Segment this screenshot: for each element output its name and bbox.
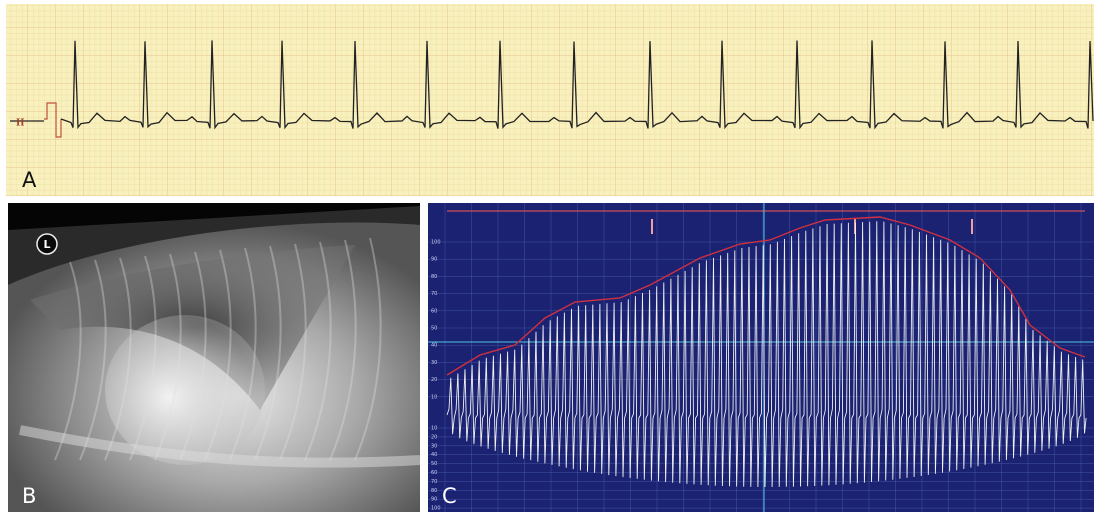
rib	[54, 261, 82, 461]
panel-label: B	[22, 484, 36, 508]
axis-label: 80	[431, 274, 437, 280]
rib	[104, 257, 132, 461]
ribs	[54, 237, 382, 461]
ecg-grid	[6, 4, 1094, 196]
axis-label: 30	[431, 360, 437, 366]
axis-label: 20	[431, 434, 437, 440]
pressure-trace	[446, 221, 1087, 488]
axis-label: 40	[431, 452, 437, 458]
axis-label: 40	[431, 343, 437, 349]
rib	[229, 247, 257, 461]
axis-label: 20	[431, 377, 437, 383]
panel-b: L B	[8, 203, 421, 512]
ecg-trace	[10, 40, 1094, 130]
rib	[354, 237, 382, 461]
rib	[204, 249, 232, 461]
side-marker	[36, 233, 58, 255]
rib	[79, 259, 107, 461]
axis-label: 50	[431, 461, 437, 467]
rib	[129, 255, 157, 461]
side-marker-label: L	[43, 238, 50, 251]
axis-label: 10	[431, 394, 437, 400]
rib	[179, 251, 207, 461]
panel-label: A	[22, 168, 37, 192]
axis-label: 70	[431, 291, 437, 297]
xray-edge	[8, 203, 420, 230]
rib	[154, 253, 182, 461]
panel-a: II A	[6, 4, 1094, 196]
panel-c: C 100 90 80 70 60 50 40 30 20 10 10 20 30 40 50 60 70 80 9…	[428, 203, 1094, 512]
panel-label: C	[442, 484, 457, 508]
axis-label: 100	[431, 240, 441, 246]
axis-label: 70	[431, 479, 437, 485]
axis-label: 60	[431, 470, 437, 476]
axis-label: 80	[431, 488, 437, 494]
tracing-background	[428, 203, 1094, 512]
rib	[304, 241, 332, 461]
axis-label: 60	[431, 308, 437, 314]
axis-label: 90	[431, 257, 437, 263]
axis-label: 90	[431, 497, 437, 503]
heart-silhouette	[105, 315, 265, 465]
rib	[329, 239, 357, 461]
rib	[254, 245, 282, 461]
axis-label: 30	[431, 443, 437, 449]
pressure-envelope	[446, 216, 1086, 376]
axis-label: 50	[431, 326, 437, 332]
rib	[279, 243, 307, 461]
axis-label: 10	[431, 426, 437, 432]
lead-label: II	[16, 119, 24, 129]
axis-label: 100	[431, 506, 441, 512]
sternum	[19, 425, 421, 468]
calibration-pulse	[44, 102, 62, 138]
